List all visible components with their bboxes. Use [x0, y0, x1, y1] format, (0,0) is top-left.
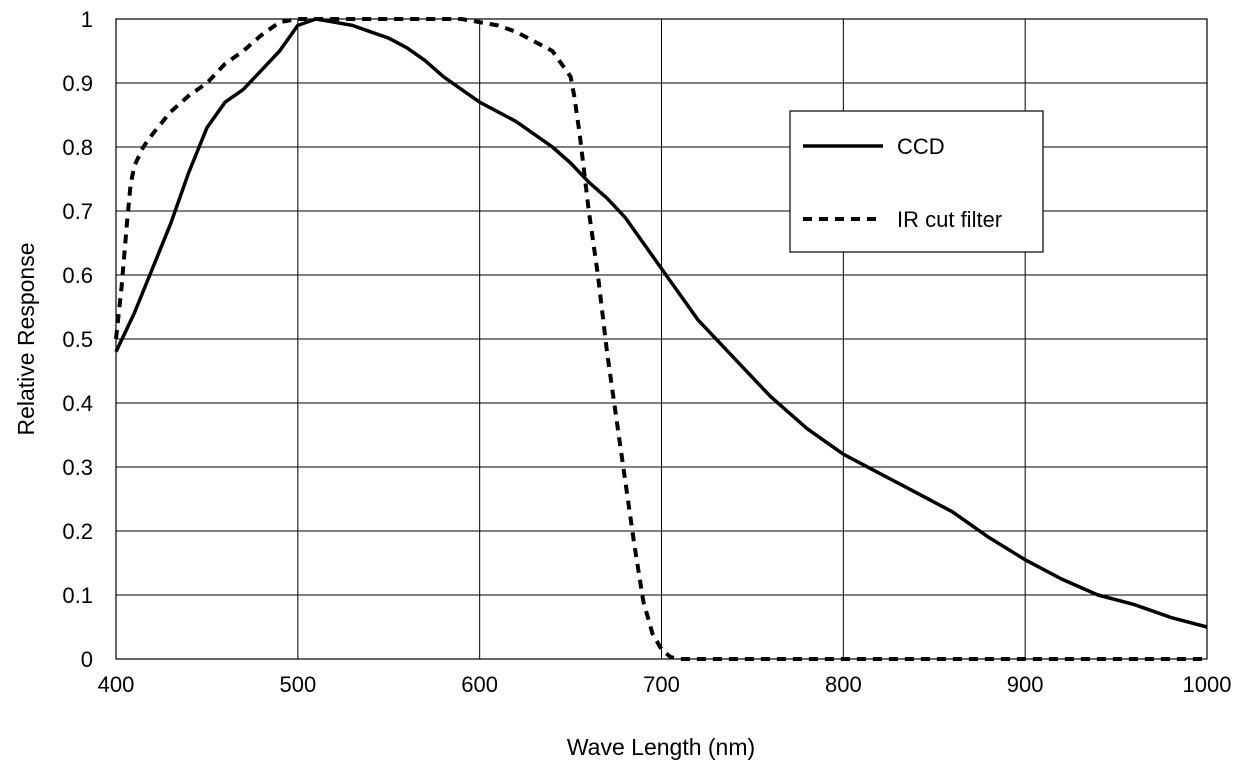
legend-label-ir-cut-filter: IR cut filter — [897, 207, 1002, 232]
x-tick-label: 400 — [98, 672, 135, 697]
x-axis-title: Wave Length (nm) — [567, 734, 755, 760]
x-tick-labels: 400 500 600 700 800 900 1000 — [98, 672, 1232, 697]
legend: CCD IR cut filter — [789, 110, 1044, 253]
x-tick-label: 600 — [461, 672, 498, 697]
y-tick-label: 0.3 — [62, 455, 93, 480]
x-tick-label: 900 — [1007, 672, 1044, 697]
y-tick-label: 0 — [81, 647, 93, 672]
series-line-ir-cut-filter — [114, 17, 1207, 661]
y-tick-label: 1 — [81, 7, 93, 32]
series-group — [114, 17, 1208, 661]
y-tick-label: 0.6 — [62, 263, 93, 288]
y-tick-label: 0.9 — [62, 71, 93, 96]
y-tick-label: 0.2 — [62, 519, 93, 544]
x-tick-label: 800 — [825, 672, 862, 697]
plot-area-frame — [115, 18, 1208, 660]
x-tick-label: 1000 — [1183, 672, 1232, 697]
legend-box — [789, 110, 1044, 253]
y-tick-label: 0.1 — [62, 583, 93, 608]
series-line-ccd — [114, 17, 1208, 629]
y-tick-label: 0.8 — [62, 135, 93, 160]
y-tick-label: 0.7 — [62, 199, 93, 224]
y-tick-labels: 0 0.1 0.2 0.3 0.4 0.5 0.6 0.7 0.8 0.9 1 — [62, 7, 93, 672]
y-axis-title: Relative Response — [13, 242, 39, 435]
y-tick-label: 0.4 — [62, 391, 93, 416]
legend-label-ccd: CCD — [897, 134, 945, 159]
x-tick-label: 500 — [279, 672, 316, 697]
x-tick-label: 700 — [643, 672, 680, 697]
y-tick-label: 0.5 — [62, 327, 93, 352]
